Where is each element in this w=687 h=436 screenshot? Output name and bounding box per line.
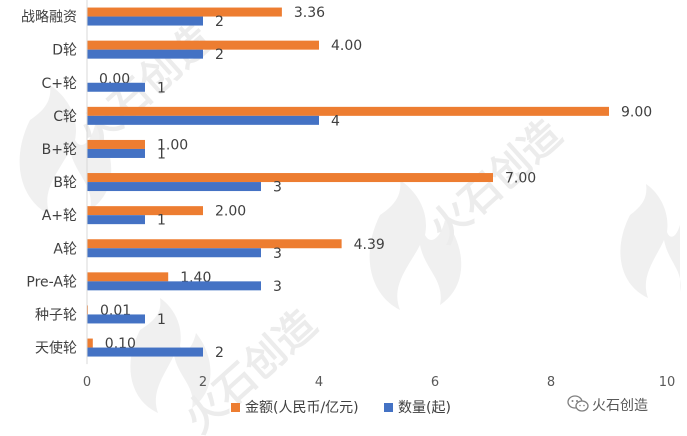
amount-data-label: 7.00 (505, 171, 536, 187)
amount-bar (87, 106, 609, 116)
legend-swatch-amount (231, 403, 240, 412)
count-bar (87, 215, 145, 225)
amount-data-label: 4.00 (331, 38, 362, 54)
x-tick-label: 0 (83, 375, 91, 390)
legend-label-amount: 金额(人民币/亿元) (245, 400, 359, 416)
count-data-label: 2 (215, 14, 224, 30)
brand-text: 火石创造 (592, 398, 648, 414)
legend: 金额(人民币/亿元) 数量(起) (231, 400, 451, 416)
count-data-label: 2 (215, 345, 224, 361)
count-data-label: 1 (157, 213, 166, 229)
count-data-label: 1 (157, 80, 166, 96)
amount-data-label: 3.36 (294, 5, 325, 21)
legend-swatch-count (384, 403, 393, 412)
amount-bar (87, 7, 282, 17)
category-label: A轮 (53, 241, 77, 257)
count-data-label: 1 (157, 146, 166, 162)
amount-bar (87, 272, 169, 282)
count-bar (87, 82, 145, 92)
count-data-label: 3 (273, 246, 282, 262)
amount-data-label: 4.39 (354, 237, 385, 253)
amount-bar (87, 239, 342, 249)
count-data-label: 3 (273, 180, 282, 196)
amount-bar (87, 139, 145, 149)
x-tick-label: 8 (547, 375, 555, 390)
amount-data-label: 1.00 (157, 137, 188, 153)
count-bar (87, 49, 203, 59)
legend-label-count: 数量(起) (398, 400, 451, 416)
count-bar (87, 16, 203, 26)
category-label: 天使轮 (35, 340, 77, 357)
count-bar (87, 182, 261, 192)
category-label: 种子轮 (35, 307, 77, 323)
amount-bar (87, 338, 93, 348)
x-tick-label: 10 (659, 375, 676, 390)
count-bar (87, 148, 145, 158)
amount-data-label: 9.00 (621, 104, 652, 120)
count-bar (87, 115, 319, 125)
count-bar (87, 281, 261, 291)
category-label: Pre-A轮 (26, 274, 77, 290)
amount-data-label: 2.00 (215, 204, 246, 220)
count-data-label: 1 (157, 312, 166, 328)
x-tick-label: 6 (431, 375, 439, 390)
category-label: B轮 (53, 175, 77, 191)
count-data-label: 4 (331, 113, 340, 129)
category-label: C轮 (53, 109, 77, 125)
x-tick-label: 4 (315, 375, 323, 390)
wechat-icon (567, 395, 589, 412)
category-label: D轮 (52, 43, 77, 59)
count-bar (87, 248, 261, 258)
brand-mark: 火石创造 (567, 395, 648, 414)
category-label: 战略融资 (21, 10, 77, 26)
category-label: A+轮 (42, 208, 77, 224)
count-data-label: 2 (215, 47, 224, 63)
amount-bar (87, 173, 493, 183)
category-label: C+轮 (41, 76, 77, 92)
amount-bar (87, 40, 319, 50)
category-label: B+轮 (42, 142, 77, 158)
count-data-label: 3 (273, 279, 282, 295)
amount-bar (87, 206, 203, 216)
x-tick-label: 2 (199, 375, 207, 390)
count-bar (87, 347, 203, 357)
count-bar (87, 314, 145, 324)
